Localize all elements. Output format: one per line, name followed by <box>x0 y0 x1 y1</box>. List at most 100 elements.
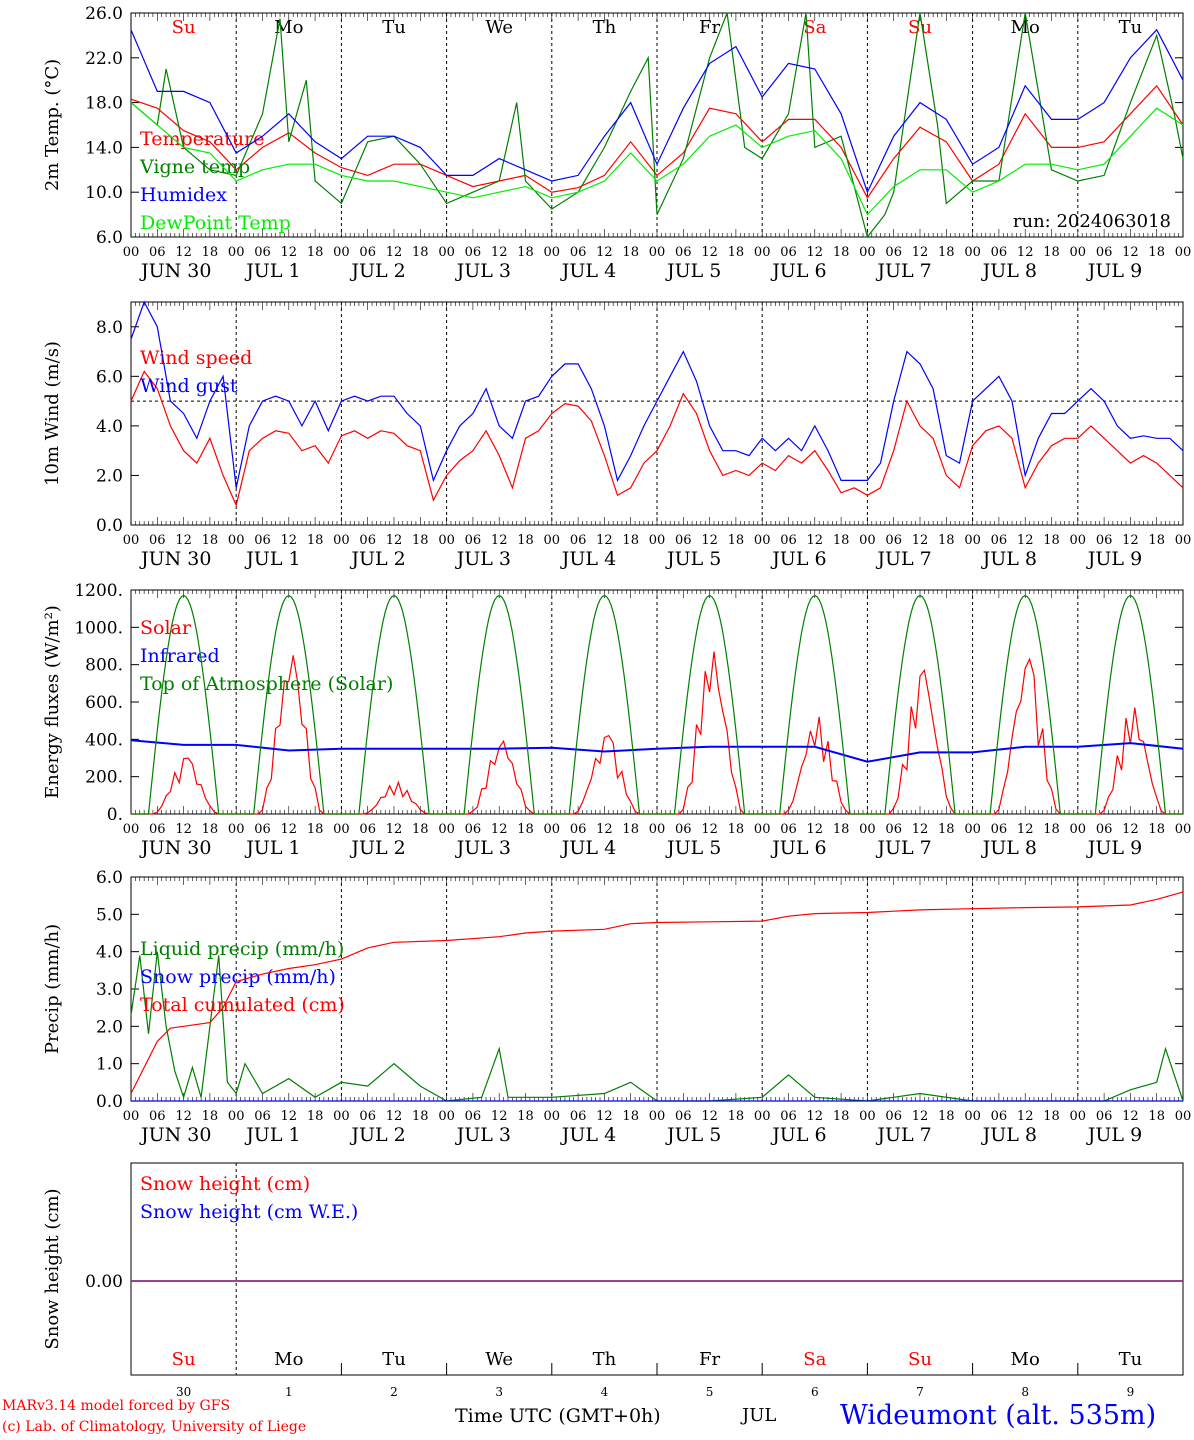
date-label: JUN 30 <box>139 837 211 859</box>
y-axis-label: 10m Wind (m/s) <box>42 341 63 486</box>
hour-tick-label: 12 <box>281 245 298 260</box>
hour-tick-label: 00 <box>649 533 666 548</box>
hour-tick-label: 18 <box>1043 533 1060 548</box>
hour-tick-label: 06 <box>359 245 376 260</box>
day-number: 7 <box>916 1385 924 1399</box>
date-label: JUN 30 <box>139 1124 211 1146</box>
hour-tick-label: 00 <box>754 245 771 260</box>
day-name: Mo <box>1011 1349 1040 1370</box>
date-label: JUL 7 <box>875 1124 931 1146</box>
hour-tick-label: 12 <box>596 533 613 548</box>
hour-tick-label: 18 <box>938 1109 955 1124</box>
hour-tick-label: 18 <box>307 1109 324 1124</box>
hour-tick-label: 12 <box>912 533 929 548</box>
hour-tick-label: 12 <box>912 245 929 260</box>
hour-tick-label: 06 <box>885 1109 902 1124</box>
date-label: JUL 2 <box>349 260 405 282</box>
hour-tick-label: 00 <box>1175 1109 1192 1124</box>
series-line-vigne-temp <box>130 12 1184 239</box>
hour-tick-label: 12 <box>175 533 192 548</box>
date-label: JUL 8 <box>981 837 1037 859</box>
date-label: JUL 6 <box>770 548 826 570</box>
hour-tick-label: 06 <box>570 245 587 260</box>
day-name: Mo <box>274 1349 303 1370</box>
day-number: 30 <box>176 1385 191 1399</box>
hour-tick-label: 06 <box>465 822 482 837</box>
hour-tick-label: 06 <box>885 822 902 837</box>
hour-tick-label: 00 <box>649 245 666 260</box>
hour-tick-label: 00 <box>1175 245 1192 260</box>
legend-entry: Humidex <box>140 184 227 206</box>
series-line-top-of-atmosphere-solar <box>131 594 1183 815</box>
hour-tick-label: 06 <box>780 1109 797 1124</box>
day-name: Th <box>593 17 617 38</box>
hour-tick-label: 06 <box>254 245 271 260</box>
series-line-dewpoint-temp <box>130 102 1184 216</box>
hour-tick-label: 18 <box>833 533 850 548</box>
hour-tick-label: 00 <box>544 822 561 837</box>
hour-tick-label: 12 <box>701 245 718 260</box>
date-label: JUL 4 <box>560 837 616 859</box>
y-axis-label: Snow height (cm) <box>42 1188 63 1349</box>
hour-tick-label: 00 <box>649 1109 666 1124</box>
hour-tick-label: 12 <box>491 245 508 260</box>
station-label: Wideumont (alt. 535m) <box>840 1400 1157 1431</box>
day-name: Tu <box>1119 17 1143 38</box>
hour-tick-label: 12 <box>1122 245 1139 260</box>
series-line-infrared <box>130 739 1184 763</box>
y-axis-label: 2m Temp. (°C) <box>42 59 63 191</box>
hour-tick-label: 00 <box>228 245 245 260</box>
hour-tick-label: 00 <box>964 822 981 837</box>
hour-tick-label: 12 <box>491 1109 508 1124</box>
hour-tick-label: 00 <box>859 822 876 837</box>
date-label: JUL 3 <box>455 548 511 570</box>
hour-tick-label: 00 <box>754 1109 771 1124</box>
date-label: JUL 5 <box>665 548 721 570</box>
hour-tick-label: 18 <box>517 822 534 837</box>
hour-tick-label: 00 <box>333 822 350 837</box>
date-label: JUL 6 <box>770 260 826 282</box>
panel-frame <box>130 301 1184 526</box>
date-label: JUL 9 <box>1086 1124 1142 1146</box>
hour-tick-label: 06 <box>675 822 692 837</box>
hour-tick-label: 00 <box>544 245 561 260</box>
date-label: JUL 7 <box>875 260 931 282</box>
hour-tick-label: 00 <box>123 533 140 548</box>
hour-tick-label: 18 <box>412 533 429 548</box>
y-tick-label: 6.0 <box>96 228 123 248</box>
hour-tick-label: 12 <box>386 533 403 548</box>
hour-tick-label: 00 <box>1070 245 1087 260</box>
model-credit: MARv3.14 model forced by GFS <box>2 1398 231 1414</box>
hour-tick-label: 18 <box>622 533 639 548</box>
hour-tick-label: 00 <box>1070 533 1087 548</box>
hour-tick-label: 18 <box>833 822 850 837</box>
date-label: JUL 4 <box>560 260 616 282</box>
hour-tick-label: 06 <box>885 533 902 548</box>
date-label: JUL 2 <box>349 548 405 570</box>
hour-tick-label: 18 <box>728 822 745 837</box>
hour-tick-label: 18 <box>833 245 850 260</box>
day-name: We <box>485 1349 513 1370</box>
hour-tick-label: 12 <box>386 822 403 837</box>
hour-tick-label: 18 <box>1043 1109 1060 1124</box>
hour-tick-label: 12 <box>596 245 613 260</box>
y-tick-label: 0.0 <box>96 1092 123 1112</box>
hour-tick-label: 12 <box>491 533 508 548</box>
legend-entry: Solar <box>140 617 192 639</box>
hour-tick-label: 12 <box>1122 822 1139 837</box>
hour-tick-label: 12 <box>701 822 718 837</box>
hour-tick-label: 18 <box>202 822 219 837</box>
date-label: JUN 30 <box>139 548 211 570</box>
hour-tick-label: 12 <box>1017 1109 1034 1124</box>
legend-entry: Temperature <box>140 128 264 150</box>
date-label: JUL 4 <box>560 1124 616 1146</box>
y-tick-label: 800. <box>85 656 123 676</box>
hour-tick-label: 00 <box>1070 1109 1087 1124</box>
hour-tick-label: 00 <box>438 245 455 260</box>
legend-entry: Wind gust <box>140 375 238 397</box>
hour-tick-label: 18 <box>517 1109 534 1124</box>
hour-tick-label: 06 <box>991 533 1008 548</box>
date-label: JUL 7 <box>875 548 931 570</box>
hour-tick-label: 06 <box>570 822 587 837</box>
date-label: JUL 1 <box>244 260 300 282</box>
